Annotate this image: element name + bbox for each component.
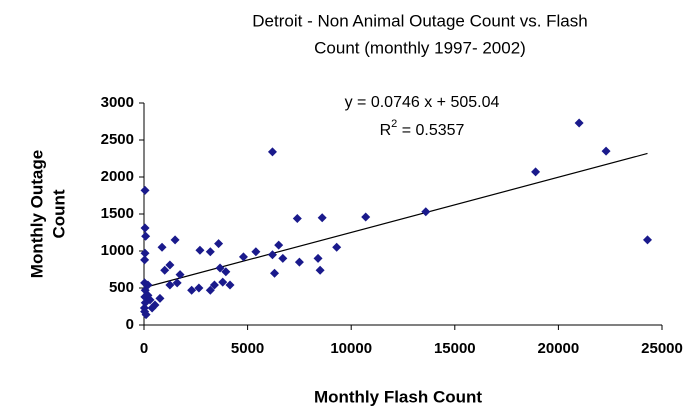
point [140,223,150,233]
y-axis-title: Monthly Outage [27,150,46,278]
point [160,265,170,275]
y-tick-label: 1000 [101,242,134,259]
y-tick-label: 2000 [101,168,134,185]
chart-title: Detroit - Non Animal Outage Count vs. Fl… [252,11,587,30]
r2-sup: 2 [391,118,397,130]
chart-title: Count (monthly 1997- 2002) [314,38,526,57]
point [172,278,182,288]
y-tick-label: 1500 [101,205,134,222]
point [313,253,323,263]
point [642,235,652,245]
point [531,167,541,177]
x-tick-label: 25000 [641,340,683,357]
x-tick-label: 0 [140,340,148,357]
y-tick-label: 2500 [101,131,134,148]
r2-rest: = 0.5357 [397,122,464,139]
point [221,267,231,277]
point [143,280,153,290]
point [165,280,175,290]
point [140,185,150,195]
point [165,260,175,270]
x-axis-title: Monthly Flash Count [314,387,482,406]
point [267,250,277,260]
point [214,239,224,249]
point [195,245,205,255]
point [155,293,165,303]
point [140,248,150,258]
point [157,242,167,252]
point [274,240,284,250]
point [332,242,342,252]
point [150,300,160,310]
point [141,231,151,241]
point [292,213,302,223]
y-tick-label: 3000 [101,94,134,111]
point [278,253,288,263]
point [194,283,204,293]
y-tick-label: 0 [126,316,134,333]
x-tick-label: 5000 [231,340,264,357]
point [205,247,215,257]
point [141,310,151,320]
x-tick-label: 15000 [434,340,476,357]
point [170,235,180,245]
y-tick-label: 500 [109,279,134,296]
point [187,285,197,295]
x-tick-label: 20000 [538,340,580,357]
trend-equation: y = 0.0746 x + 505.04 [345,94,500,111]
point [574,118,584,128]
point [238,252,248,262]
point [315,265,325,275]
point [225,280,235,290]
r2-base: R [380,122,392,139]
point [209,280,219,290]
point [145,295,155,305]
point [421,207,431,217]
point [601,146,611,156]
point [251,247,261,257]
point [361,212,371,222]
point [267,147,277,157]
point [175,270,185,280]
point [317,213,327,223]
point [215,263,225,273]
x-tick-label: 10000 [330,340,372,357]
point [270,268,280,278]
point [140,255,150,265]
point [294,257,304,267]
point [205,285,215,295]
y-axis-title: Count [49,189,68,238]
trend-line [144,152,648,289]
r-squared: R2 = 0.5357 [380,118,465,139]
point [218,277,228,287]
